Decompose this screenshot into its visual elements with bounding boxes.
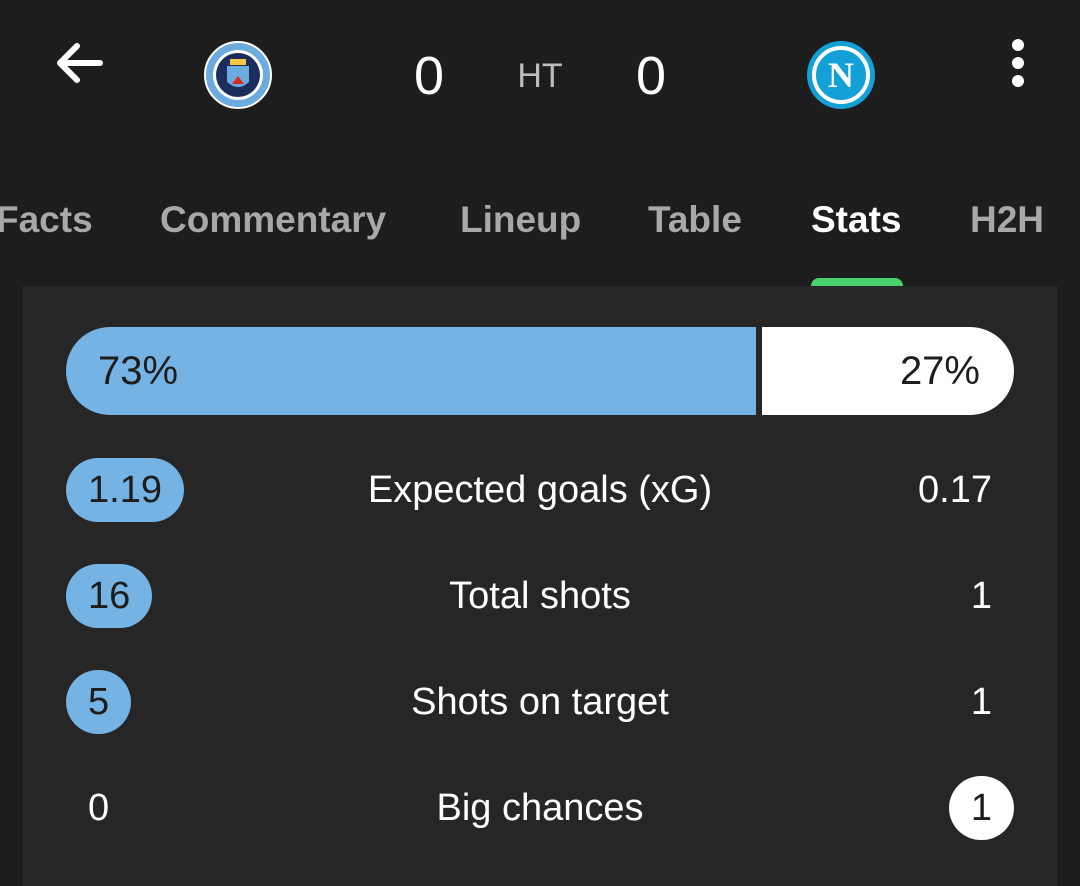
tab-bar: Facts Commentary Lineup Table Stats H2H <box>0 190 1080 286</box>
stat-row-big-chances: 0 Big chances 1 <box>66 776 1014 840</box>
stat-label: Big chances <box>436 787 644 829</box>
stat-row-expected-goals: 1.19 Expected goals (xG) 0.17 <box>66 458 1014 522</box>
match-status: HT <box>517 57 563 95</box>
more-vertical-icon <box>1012 39 1024 87</box>
possession-home-value: 73% <box>98 349 179 393</box>
stat-label: Expected goals (xG) <box>367 469 713 511</box>
tab-facts[interactable]: Facts <box>0 199 93 240</box>
stat-home-value: 5 <box>66 670 132 734</box>
stat-label: Total shots <box>449 575 631 617</box>
stat-home-value: 16 <box>66 564 153 628</box>
possession-home: 73% <box>66 327 756 415</box>
napoli-crest-letter: N <box>828 55 854 95</box>
stat-away-value: 1 <box>970 681 992 723</box>
stat-home-value: 1.19 <box>66 458 184 522</box>
tab-commentary[interactable]: Commentary <box>160 199 387 240</box>
more-options-button[interactable] <box>998 36 1038 96</box>
home-score: 0 <box>413 46 445 106</box>
away-team-crest[interactable]: N <box>806 40 876 110</box>
tab-stats[interactable]: Stats <box>811 199 902 240</box>
back-button[interactable] <box>48 36 108 96</box>
match-header: 0 HT 0 N Facts Commentary Lineup Table S… <box>0 0 1080 286</box>
possession-away: 27% <box>762 327 1014 415</box>
away-score: 0 <box>635 46 667 106</box>
tab-lineup[interactable]: Lineup <box>460 199 582 240</box>
stat-away-value: 0.17 <box>918 469 992 511</box>
stat-away-value: 1 <box>970 575 992 617</box>
napoli-crest-icon: N <box>807 41 875 109</box>
stat-home-value: 0 <box>88 787 110 829</box>
tab-table[interactable]: Table <box>648 199 742 240</box>
possession-bar: 73% 27% <box>66 327 1014 415</box>
stat-row-shots-on-target: 5 Shots on target 1 <box>66 670 1014 734</box>
home-team-crest[interactable] <box>203 40 273 110</box>
active-tab-indicator <box>811 278 903 286</box>
possession-away-value: 27% <box>899 349 980 393</box>
tab-h2h[interactable]: H2H <box>970 199 1045 240</box>
stat-away-value: 1 <box>948 776 1014 840</box>
manchester-city-crest-icon <box>204 41 272 109</box>
stat-label: Shots on target <box>411 681 669 723</box>
stat-row-total-shots: 16 Total shots 1 <box>66 564 1014 628</box>
arrow-left-icon <box>57 43 103 83</box>
